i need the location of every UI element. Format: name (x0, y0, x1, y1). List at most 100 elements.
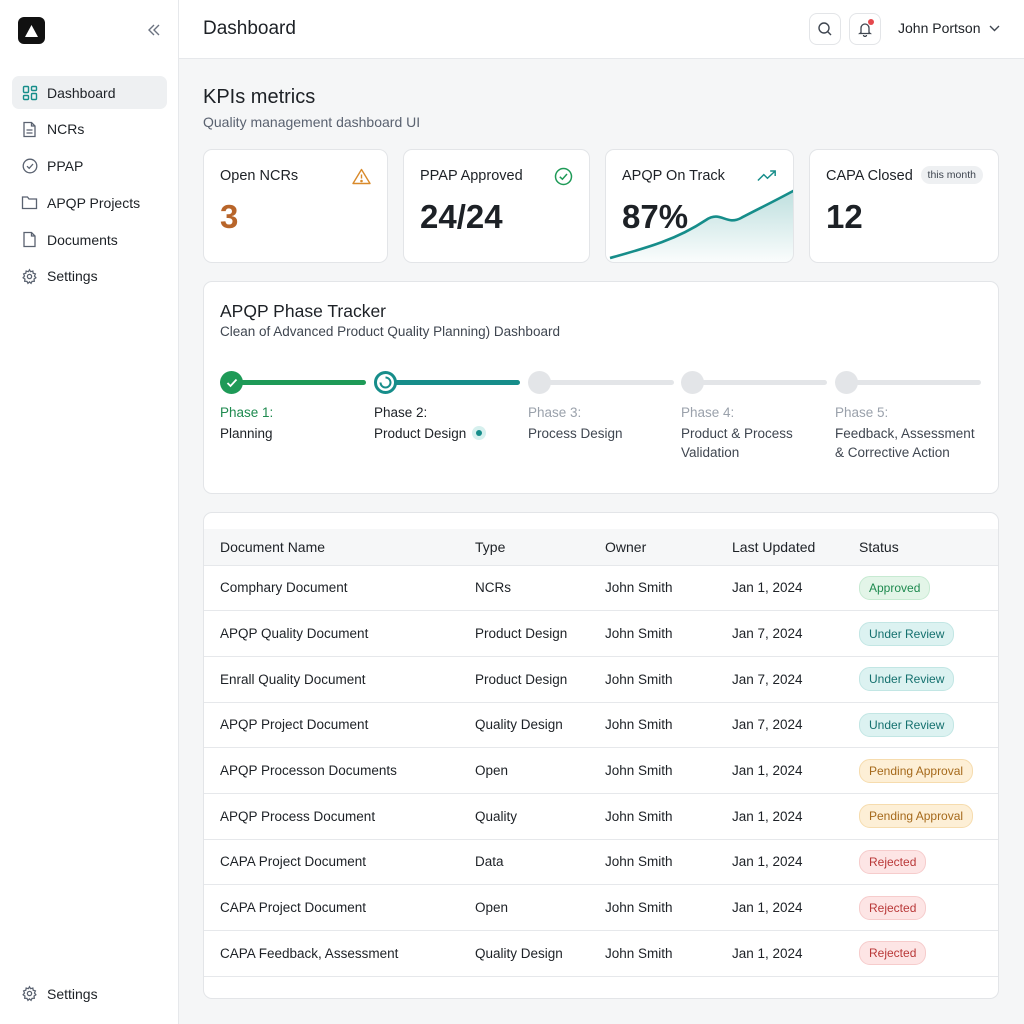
sidebar-item-ncrs[interactable]: NCRs (12, 113, 167, 146)
cell-owner: John Smith (605, 900, 673, 916)
sidebar-item-label: APQP Projects (47, 194, 141, 211)
kpi-section-title: KPIs metrics (203, 86, 316, 108)
grid-icon (21, 84, 38, 101)
sidebar-item-label: PPAP (47, 158, 84, 175)
spinner-icon (379, 376, 392, 389)
column-header-document-name[interactable]: Document Name (220, 538, 326, 555)
column-header-last-updated[interactable]: Last Updated (732, 538, 816, 555)
phase-progress-bar (232, 380, 366, 385)
phase-pending-dot (835, 371, 858, 394)
sidebar-item-settings-bottom[interactable]: Settings (12, 977, 167, 1010)
gear-icon (21, 268, 38, 285)
phase-pending-dot (681, 371, 704, 394)
phase-progress-bar (693, 380, 827, 385)
phase-number: Phase 5: (835, 405, 889, 420)
chevrons-left-icon (148, 24, 160, 36)
table-row[interactable]: CAPA Feedback, Assessment Quality Design… (204, 930, 998, 977)
cell-document-name: APQP Processon Documents (220, 763, 397, 779)
cell-type: Quality Design (475, 945, 563, 961)
cell-last-updated: Jan 7, 2024 (732, 717, 803, 733)
status-badge: Under Review (859, 621, 955, 646)
kpi-label: PPAP Approved (420, 168, 523, 184)
kpi-value: 12 (826, 198, 863, 235)
table-row[interactable]: APQP Quality Document Product Design Joh… (204, 610, 998, 657)
cell-owner: John Smith (605, 717, 673, 733)
status-badge: Pending Approval (859, 804, 974, 829)
search-button[interactable] (809, 13, 841, 45)
sidebar: Dashboard NCRs PPAP APQP Projects Docume… (0, 0, 179, 1024)
kpi-label: CAPA Closed (826, 168, 913, 184)
tracker-title: APQP Phase Tracker (220, 301, 387, 321)
sparkline-chart (609, 189, 793, 262)
collapse-sidebar-button[interactable] (144, 20, 164, 40)
page-title: Dashboard (203, 18, 296, 39)
sidebar-item-dashboard[interactable]: Dashboard (12, 76, 167, 109)
cell-last-updated: Jan 1, 2024 (732, 808, 803, 824)
cell-owner: John Smith (605, 671, 673, 687)
sidebar-item-documents[interactable]: Documents (12, 223, 167, 256)
sidebar-item-label: Settings (47, 985, 98, 1002)
phase-name: Process Design (528, 426, 623, 441)
trend-up-icon (757, 166, 777, 186)
phase-number: Phase 3: (528, 405, 582, 420)
status-badge: Under Review (859, 712, 955, 737)
cell-document-name: CAPA Project Document (220, 900, 367, 916)
notifications-button[interactable] (849, 13, 881, 45)
table-row[interactable]: CAPA Project Document Data John Smith Ja… (204, 839, 998, 885)
status-badge: Rejected (859, 849, 927, 874)
phase-name-line: Validation (681, 445, 740, 460)
kpi-card-ppap-approved[interactable]: PPAP Approved 24/24 (403, 149, 590, 263)
cell-document-name: APQP Process Document (220, 808, 376, 824)
cell-last-updated: Jan 7, 2024 (732, 671, 803, 687)
gear-icon (21, 985, 38, 1002)
current-indicator-icon (472, 426, 487, 440)
kpi-value: 87% (622, 198, 689, 235)
cell-document-name: Comphary Document (220, 580, 348, 596)
app-logo[interactable] (18, 17, 45, 44)
table-row[interactable]: Enrall Quality Document Product Design J… (204, 656, 998, 702)
period-badge: this month (920, 166, 983, 184)
sidebar-item-label: Documents (47, 231, 118, 248)
sidebar-bottom: Settings (12, 977, 167, 1014)
cell-document-name: CAPA Feedback, Assessment (220, 945, 399, 961)
table-row[interactable]: APQP Project Document Quality Design Joh… (204, 702, 998, 748)
cell-owner: John Smith (605, 945, 673, 961)
cell-type: Product Design (475, 671, 568, 687)
table-row[interactable]: APQP Process Document Quality John Smith… (204, 793, 998, 839)
table-row[interactable]: APQP Processon Documents Open John Smith… (204, 747, 998, 794)
kpi-card-capa-closed[interactable]: CAPA Closed this month 12 (809, 149, 999, 263)
sidebar-item-apqp-projects[interactable]: APQP Projects (12, 186, 167, 219)
kpi-section-subtitle: Quality management dashboard UI (203, 114, 421, 130)
sidebar-item-settings[interactable]: Settings (12, 260, 167, 293)
cell-last-updated: Jan 1, 2024 (732, 900, 803, 916)
cell-last-updated: Jan 1, 2024 (732, 854, 803, 870)
cell-status: Rejected (859, 839, 998, 885)
kpi-label: APQP On Track (622, 168, 725, 184)
phase-name: Product & Process Validation (681, 424, 793, 462)
cell-status: Approved (859, 565, 998, 611)
logo-triangle-icon (25, 24, 38, 37)
kpi-card-apqp-on-track[interactable]: APQP On Track 87% (605, 149, 794, 263)
table-row[interactable]: Comphary Document NCRs John Smith Jan 1,… (204, 565, 998, 611)
phase-name: Planning (220, 426, 273, 441)
cell-status: Rejected (859, 885, 998, 931)
cell-last-updated: Jan 1, 2024 (732, 945, 803, 961)
column-header-status[interactable]: Status (859, 538, 899, 555)
table-row[interactable]: CAPA Project Document Open John Smith Ja… (204, 884, 998, 931)
sidebar-item-ppap[interactable]: PPAP (12, 150, 167, 183)
phase-pending-dot (528, 371, 551, 394)
cell-type: Data (475, 854, 504, 870)
status-badge: Approved (859, 575, 931, 600)
column-header-owner[interactable]: Owner (605, 538, 647, 555)
cell-type: Quality (475, 808, 518, 824)
user-menu[interactable]: John Portson (898, 20, 1000, 36)
cell-type: NCRs (475, 580, 511, 596)
phase-name-text: Product Design (374, 426, 467, 441)
phase-progress-bar (847, 380, 981, 385)
warning-icon (351, 166, 371, 186)
kpi-card-open-ncrs[interactable]: Open NCRs 3 (203, 149, 388, 263)
chevron-down-icon (989, 25, 1000, 32)
document-icon (21, 231, 38, 248)
phase-name: Product Design (374, 424, 487, 443)
column-header-type[interactable]: Type (475, 538, 506, 555)
